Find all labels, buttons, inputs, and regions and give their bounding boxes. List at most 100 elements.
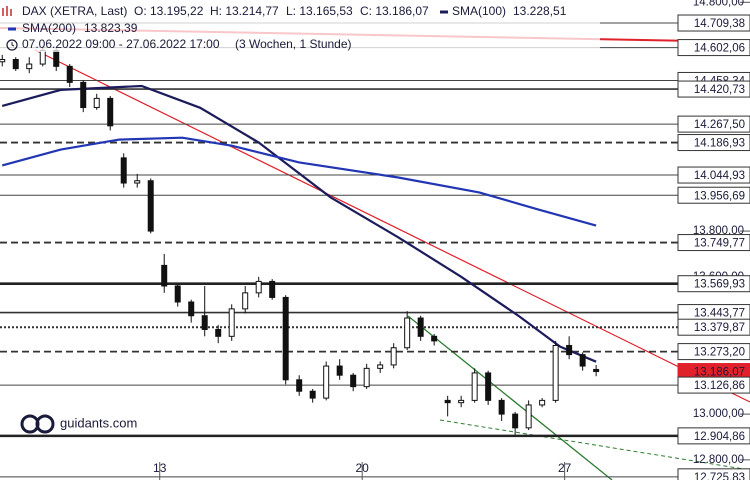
level-label: 14.044,93 <box>694 170 745 182</box>
level-label: 13.186,07 <box>694 367 745 379</box>
level-box <box>677 14 750 32</box>
candle-body <box>498 399 505 415</box>
candle-body <box>579 354 586 367</box>
candle-body <box>444 399 451 404</box>
clock-icon <box>6 39 18 51</box>
level-box <box>677 80 750 98</box>
candle-body <box>363 367 370 388</box>
level-box <box>677 234 750 252</box>
level-label: 13.126,86 <box>694 380 745 392</box>
level-label: 14.186,93 <box>694 138 745 150</box>
level-box <box>677 166 750 184</box>
candle-body <box>215 328 222 337</box>
header-bg <box>0 0 600 52</box>
candle-body <box>350 374 357 388</box>
candle-body <box>0 58 6 63</box>
candle-body <box>417 317 424 337</box>
candle-body <box>120 157 127 184</box>
level-label: 14.709,38 <box>694 18 745 30</box>
candle-body <box>404 317 411 349</box>
level-label: 13.749,77 <box>694 238 745 250</box>
ohlc-open: O: 13.195,22 <box>134 4 204 18</box>
period-note: (3 Wochen, 1 Stunde) <box>235 37 352 51</box>
level-label: 14.420,73 <box>694 84 745 96</box>
candle-body <box>53 49 60 67</box>
candle-body <box>242 292 249 310</box>
candle-body <box>201 315 208 330</box>
trend-line <box>407 315 613 480</box>
candle-body <box>566 344 573 356</box>
level-box <box>677 115 750 133</box>
level-box <box>677 134 750 152</box>
ohlc-close: C: 13.186,07 <box>360 4 429 18</box>
level-label: 12.904,86 <box>694 431 745 443</box>
x-tick-label: 13 <box>153 461 167 475</box>
candle-body <box>593 368 600 373</box>
candle-body <box>255 280 262 294</box>
y-tick-label: 14.800,00 <box>693 0 744 8</box>
candle-body <box>390 347 397 366</box>
level-label: 14.602,06 <box>694 43 745 55</box>
candle-body <box>471 372 478 401</box>
brand-name: guidants.com <box>60 415 137 430</box>
header: DAX (XETRA, Last) O: 13.195,22 H: 13.214… <box>0 0 600 52</box>
period: 07.06.2022 09:00 - 27.06.2022 17:00 <box>22 37 220 51</box>
candle-body <box>431 335 438 342</box>
candle-body <box>539 399 546 406</box>
level-box <box>677 186 750 204</box>
candle-body <box>296 379 303 392</box>
ohlc-low: L: 13.165,53 <box>286 4 353 18</box>
trend-line <box>439 419 750 471</box>
clock-icon <box>11 42 15 47</box>
chart-icon <box>2 6 12 16</box>
level-label: 13.379,87 <box>694 322 745 334</box>
candle-body <box>66 65 73 83</box>
candle-body <box>458 399 465 404</box>
candle-body <box>12 58 19 70</box>
candle-body <box>26 63 33 70</box>
level-label: 13.273,20 <box>694 347 745 359</box>
level-box <box>677 427 750 445</box>
candle-body <box>552 344 559 401</box>
legend-value: 13.228,51 <box>513 4 567 18</box>
level-label: 14.267,50 <box>694 119 745 131</box>
plot-layer <box>0 45 600 435</box>
candle-body <box>134 180 141 184</box>
candle-body <box>269 280 276 298</box>
candle-body <box>336 365 343 376</box>
candle-body <box>93 97 100 109</box>
level-box <box>677 468 750 480</box>
candle-body <box>80 81 87 109</box>
title: DAX (XETRA, Last) <box>22 4 127 18</box>
candle-body <box>309 390 316 399</box>
sma-line <box>1 136 597 227</box>
level-box <box>677 275 750 293</box>
candle-body <box>107 97 114 127</box>
level-box <box>677 343 750 361</box>
brand: guidants.com <box>20 414 137 434</box>
level-box <box>677 39 750 57</box>
level-label: 13.569,93 <box>694 279 745 291</box>
candle-body <box>282 296 289 381</box>
x-tick-label: 20 <box>355 461 369 475</box>
candle-body <box>525 404 532 429</box>
candle-body <box>485 372 492 401</box>
level-label: 12.725,83 <box>694 472 745 480</box>
x-tick-label: 27 <box>558 461 572 475</box>
y-tick-label: 12.800,00 <box>693 454 744 466</box>
level-box <box>677 318 750 336</box>
label-layer: 14.800,0013.800,0013.600,0013.000,0012.8… <box>153 0 750 480</box>
legend-name: SMA(100) <box>452 4 506 18</box>
candle-body <box>147 180 154 232</box>
sma-line <box>1 84 597 363</box>
candle-body <box>323 365 330 399</box>
candle-body <box>188 301 195 317</box>
ohlc-high: H: 13.214,77 <box>210 4 279 18</box>
levels-layer <box>0 22 678 478</box>
legend-name: SMA(200) <box>22 21 76 35</box>
level-box <box>677 376 750 394</box>
candle-body <box>174 285 181 303</box>
candle-body <box>512 413 519 429</box>
